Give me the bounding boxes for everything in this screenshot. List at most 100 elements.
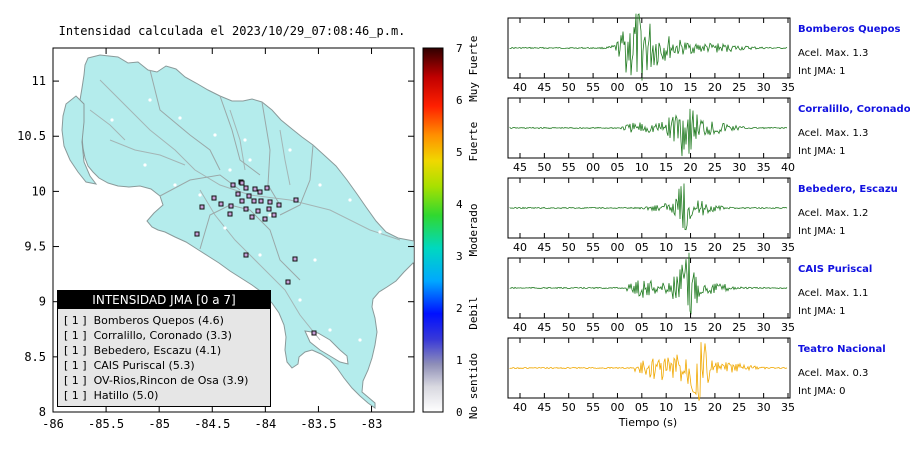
int-jma-label: Int JMA: 1 bbox=[798, 226, 846, 237]
osa-peninsula bbox=[304, 330, 349, 365]
waveform-tick-label: 40 bbox=[513, 321, 527, 334]
waveform-tick-label: 10 bbox=[635, 161, 649, 174]
nicoya-peninsula bbox=[61, 95, 98, 185]
waveform-tick-label: 15 bbox=[684, 321, 698, 334]
waveform-tick-label: 20 bbox=[708, 241, 722, 254]
waveform-tick-label: 40 bbox=[781, 161, 795, 174]
waveform-tick-label: 15 bbox=[659, 161, 673, 174]
waveform-tick-label: 20 bbox=[708, 81, 722, 94]
colorbar-tick-label: 4 bbox=[456, 198, 463, 211]
map-y-tick-label: 10.5 bbox=[17, 129, 46, 143]
waveform-tick-label: 55 bbox=[586, 321, 600, 334]
acel-max-label: Acel. Max. 1.3 bbox=[798, 48, 868, 59]
waveform-trace bbox=[509, 108, 788, 157]
waveform-tick-label: 05 bbox=[635, 401, 649, 414]
waveform-tick-label: 45 bbox=[537, 321, 551, 334]
waveform-tick-label: 45 bbox=[537, 81, 551, 94]
waveform-tick-label: 00 bbox=[610, 321, 624, 334]
towns bbox=[110, 98, 382, 342]
waveform-tick-label: 05 bbox=[635, 81, 649, 94]
legend-entry: [ 1 ] Bebedero, Escazu (4.1) bbox=[64, 343, 270, 358]
map-title: Intensidad calculada el 2023/10/29_07:08… bbox=[59, 24, 406, 38]
map-y-tick-label: 8 bbox=[39, 405, 46, 419]
int-jma-label: Int JMA: 1 bbox=[798, 66, 846, 77]
waveform-tick-label: 00 bbox=[610, 401, 624, 414]
map-x-tick-label: -85.5 bbox=[88, 417, 124, 431]
int-jma-label: Int JMA: 1 bbox=[798, 146, 846, 157]
waveform-tick-label: 05 bbox=[635, 241, 649, 254]
int-jma-label: Int JMA: 0 bbox=[798, 386, 846, 397]
acel-max-label: Acel. Max. 0.3 bbox=[798, 368, 868, 379]
waveform-panel: 40 45 50 55 00 05 10 15 20 25 30 35 Bomberos Quepos A… bbox=[507, 13, 901, 94]
roads bbox=[89, 79, 401, 341]
map-x-axis: -86 -85.5 -85 -84.5 -84 -83.5 -83 bbox=[42, 48, 382, 431]
waveform-tick-label: 55 bbox=[586, 401, 600, 414]
map-x-tick-label: -84.5 bbox=[194, 417, 230, 431]
waveform-tick-label: 40 bbox=[513, 81, 527, 94]
colorbar-category-label: Debil bbox=[467, 297, 480, 330]
legend-entry: [ 1 ] CAIS Puriscal (5.3) bbox=[64, 358, 270, 373]
map-x-tick-label: -84 bbox=[255, 417, 277, 431]
waveform-tick-label: 30 bbox=[757, 241, 771, 254]
map-x-tick-label: -83.5 bbox=[300, 417, 336, 431]
acel-max-label: Acel. Max. 1.1 bbox=[798, 288, 868, 299]
waveform-tick-label: 25 bbox=[708, 161, 722, 174]
legend-entry: [ 1 ] Bomberos Quepos (4.6) bbox=[64, 313, 270, 328]
waveform-tick-label: 50 bbox=[562, 241, 576, 254]
colorbar-category-label: No sentido bbox=[467, 353, 480, 419]
acel-max-label: Acel. Max. 1.3 bbox=[798, 128, 868, 139]
waveform-tick-label: 55 bbox=[586, 81, 600, 94]
waveform-tick-label: 05 bbox=[635, 321, 649, 334]
waveform-tick-label: 30 bbox=[757, 81, 771, 94]
waveform-tick-label: 30 bbox=[757, 401, 771, 414]
map-y-tick-label: 8.5 bbox=[24, 350, 46, 364]
waveform-tick-label: 45 bbox=[537, 241, 551, 254]
waveform-tick-label: 35 bbox=[757, 161, 771, 174]
acel-max-label: Acel. Max. 1.2 bbox=[798, 208, 868, 219]
legend-box: INTENSIDAD JMA [0 a 7] [ 1 ] Bomberos Qu… bbox=[57, 290, 271, 407]
waveform-tick-label: 00 bbox=[610, 241, 624, 254]
waveform-panel: 45 50 55 00 05 10 15 20 25 30 35 40 Corralillo, Coro… bbox=[507, 97, 910, 174]
waveform-tick-label: 35 bbox=[781, 401, 795, 414]
colorbar-category-label: Muy Fuerte bbox=[467, 36, 480, 102]
colorbar: 7 6 5 4 3 2 1 0 Muy Fuerte Fuerte Moderado Debil No… bbox=[422, 36, 480, 419]
waveform-tick-label: 50 bbox=[562, 401, 576, 414]
waveform-tick-label: 10 bbox=[659, 401, 673, 414]
waveform-tick-label: 25 bbox=[732, 321, 746, 334]
station-name: Teatro Nacional bbox=[798, 344, 886, 355]
colorbar-tick-label: 0 bbox=[456, 406, 463, 419]
station-name: Bebedero, Escazu bbox=[798, 184, 898, 195]
map-y-axis: 11 10.5 10 9.5 9 8.5 8 bbox=[17, 74, 414, 419]
station-name: Bomberos Quepos bbox=[798, 24, 901, 35]
waveform-tick-label: 10 bbox=[659, 321, 673, 334]
waveform-tick-label: 35 bbox=[781, 81, 795, 94]
waveform-tick-label: 45 bbox=[513, 161, 527, 174]
waveform-trace bbox=[509, 183, 788, 231]
waveform-panels: 40 45 50 55 00 05 10 15 20 25 30 35 Bomberos Quepos A… bbox=[507, 13, 910, 414]
colorbar-tick-label: 6 bbox=[456, 94, 463, 107]
colorbar-tick-label: 5 bbox=[456, 146, 463, 159]
waveform-tick-label: 35 bbox=[781, 321, 795, 334]
waveform-tick-label: 05 bbox=[610, 161, 624, 174]
waveform-tick-label: 25 bbox=[732, 241, 746, 254]
waveform-tick-label: 15 bbox=[684, 81, 698, 94]
map-y-tick-label: 10 bbox=[32, 184, 46, 198]
waveform-tick-label: 15 bbox=[684, 401, 698, 414]
colorbar-ticks: 7 6 5 4 3 2 1 0 bbox=[456, 42, 463, 419]
legend-entry: [ 1 ] OV-Rios,Rincon de Osa (3.9) bbox=[64, 373, 270, 388]
colorbar-tick-label: 1 bbox=[456, 354, 463, 367]
station-markers bbox=[194, 179, 317, 336]
legend-entry: [ 1 ] Corralillo, Coronado (3.3) bbox=[64, 328, 270, 343]
waveform-trace bbox=[509, 342, 788, 401]
waveform-tick-label: 25 bbox=[732, 401, 746, 414]
province-borders bbox=[149, 69, 314, 281]
map-y-tick-label: 9.5 bbox=[24, 240, 46, 254]
int-jma-label: Int JMA: 1 bbox=[798, 306, 846, 317]
waveform-tick-label: 50 bbox=[537, 161, 551, 174]
waveform-tick-label: 10 bbox=[659, 241, 673, 254]
waveform-tick-label: 50 bbox=[562, 321, 576, 334]
waveform-tick-label: 20 bbox=[684, 161, 698, 174]
waveform-trace bbox=[509, 252, 788, 315]
waveform-tick-label: 40 bbox=[513, 401, 527, 414]
